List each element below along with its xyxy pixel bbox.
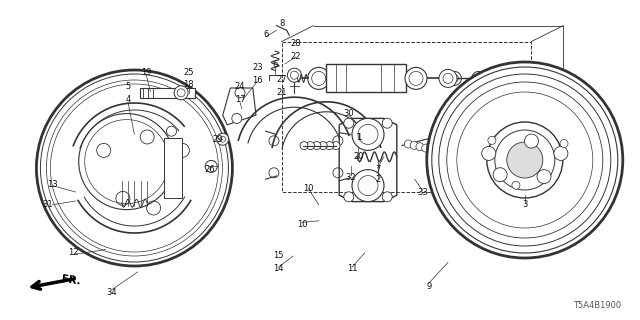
Circle shape <box>427 62 623 258</box>
Text: 6: 6 <box>273 60 278 68</box>
Text: 21: 21 <box>276 88 287 97</box>
Text: FR.: FR. <box>61 274 81 286</box>
Circle shape <box>409 71 423 85</box>
Text: 30: 30 <box>344 109 354 118</box>
Text: 25: 25 <box>184 68 194 76</box>
Circle shape <box>405 68 427 89</box>
Circle shape <box>507 142 543 178</box>
Circle shape <box>319 141 327 150</box>
Text: 3: 3 <box>522 200 527 209</box>
Text: 18: 18 <box>184 80 194 89</box>
Text: 26: 26 <box>205 165 215 174</box>
Text: 19: 19 <box>141 68 151 76</box>
Circle shape <box>344 192 354 202</box>
Text: 23: 23 <box>252 63 262 72</box>
Circle shape <box>524 134 538 148</box>
Text: 14: 14 <box>273 264 284 273</box>
Text: 10: 10 <box>303 184 314 193</box>
Text: 12: 12 <box>68 248 79 257</box>
Bar <box>326 64 406 92</box>
Text: 34: 34 <box>107 288 117 297</box>
Text: 4: 4 <box>125 95 131 104</box>
Circle shape <box>352 118 384 150</box>
Circle shape <box>482 147 496 160</box>
Circle shape <box>232 113 242 124</box>
Circle shape <box>439 69 457 87</box>
Text: 29: 29 <box>212 135 223 144</box>
Circle shape <box>410 141 418 149</box>
Text: 13: 13 <box>47 180 58 188</box>
Circle shape <box>166 126 177 136</box>
Circle shape <box>313 141 321 150</box>
Circle shape <box>205 160 217 172</box>
Circle shape <box>332 141 340 150</box>
Text: 27: 27 <box>276 75 287 84</box>
Circle shape <box>344 118 354 128</box>
Text: 9: 9 <box>426 282 431 291</box>
Text: 7: 7 <box>375 165 380 174</box>
Text: 32: 32 <box>346 173 356 182</box>
Circle shape <box>404 140 412 148</box>
Circle shape <box>422 144 429 152</box>
Bar <box>164 138 182 198</box>
Text: 5: 5 <box>125 82 131 91</box>
Circle shape <box>512 181 520 189</box>
Text: 31: 31 <box>43 200 53 209</box>
Circle shape <box>487 122 563 198</box>
Circle shape <box>307 141 314 150</box>
Text: 20: 20 <box>353 152 364 161</box>
Circle shape <box>447 71 461 85</box>
Text: 11: 11 <box>347 264 357 273</box>
Text: 28: 28 <box>291 39 301 48</box>
Text: 1: 1 <box>356 133 361 142</box>
Circle shape <box>312 71 326 85</box>
Circle shape <box>217 133 228 145</box>
Text: 17: 17 <box>235 95 245 104</box>
Text: 8: 8 <box>279 19 284 28</box>
Circle shape <box>560 140 568 148</box>
Circle shape <box>495 130 555 190</box>
Circle shape <box>326 141 333 150</box>
Circle shape <box>174 86 188 100</box>
Circle shape <box>416 143 424 151</box>
Circle shape <box>352 170 384 202</box>
Circle shape <box>488 136 496 144</box>
Circle shape <box>493 168 507 182</box>
Text: 24: 24 <box>235 82 245 91</box>
Circle shape <box>537 170 551 184</box>
Circle shape <box>472 71 486 85</box>
Bar <box>140 88 195 98</box>
Circle shape <box>300 141 308 150</box>
Text: T5A4B1900: T5A4B1900 <box>573 301 621 310</box>
Circle shape <box>554 147 568 160</box>
Text: 10: 10 <box>297 220 307 228</box>
Circle shape <box>382 192 392 202</box>
Circle shape <box>235 88 245 98</box>
Text: 16: 16 <box>252 76 262 84</box>
Circle shape <box>287 68 301 82</box>
Text: 33: 33 <box>417 188 428 196</box>
Circle shape <box>308 68 330 89</box>
Text: 22: 22 <box>291 52 301 60</box>
Text: 6: 6 <box>263 30 268 39</box>
Text: 2: 2 <box>375 175 380 184</box>
Text: 15: 15 <box>273 252 284 260</box>
Circle shape <box>382 118 392 128</box>
Text: 1: 1 <box>356 133 361 142</box>
